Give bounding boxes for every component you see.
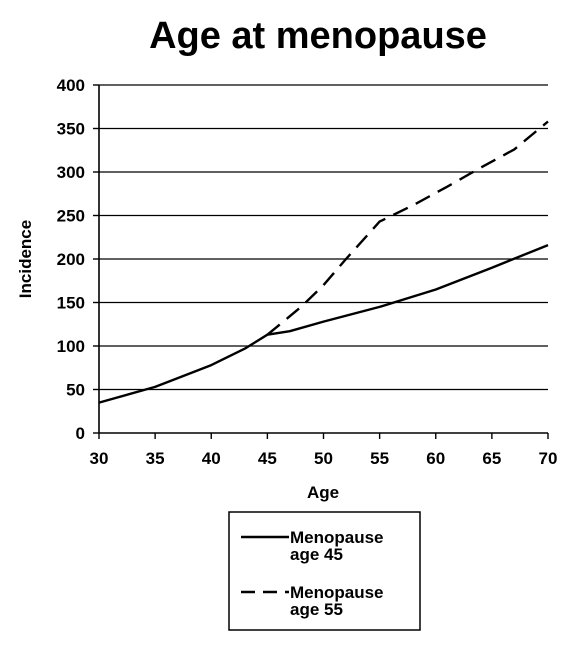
x-tick-label-0: 30 [90,449,109,468]
y-tick-label-0: 0 [76,424,85,443]
y-tick-label-4: 200 [57,250,85,269]
x-tick-labels: 30 35 40 45 50 55 60 65 70 [90,449,558,468]
chart-title: Age at menopause [149,15,487,57]
y-axis-title: Incidence [16,220,35,298]
axes [93,84,549,439]
x-tick-label-4: 50 [314,449,333,468]
legend-label-2-line-2: age 55 [290,600,343,619]
y-tick-label-8: 400 [57,76,85,95]
x-tick-label-1: 35 [146,449,165,468]
legend-label-2-line-1: Menopause [290,583,384,602]
x-tick-label-7: 65 [482,449,501,468]
legend-label-1-line-1: Menopause [290,528,384,547]
x-tick-label-8: 70 [539,449,558,468]
y-tick-label-5: 250 [57,207,85,226]
gridlines [99,84,548,391]
x-tick-label-5: 55 [370,449,389,468]
x-tick-label-3: 45 [258,449,277,468]
y-tick-label-1: 50 [66,381,85,400]
y-tick-label-2: 100 [57,337,85,356]
series-line-1 [98,243,549,404]
series-line-2 [266,120,549,336]
legend-label-1-line-2: age 45 [290,545,343,564]
x-tick-label-2: 40 [202,449,221,468]
y-tick-label-6: 300 [57,163,85,182]
x-tick-label-6: 60 [426,449,445,468]
x-axis-title: Age [307,483,339,502]
y-tick-label-3: 150 [57,294,85,313]
series-lines [98,120,549,404]
y-tick-label-7: 350 [57,120,85,139]
y-tick-labels: 0 50 100 150 200 250 300 350 400 [57,76,85,443]
legend-box [228,511,421,631]
